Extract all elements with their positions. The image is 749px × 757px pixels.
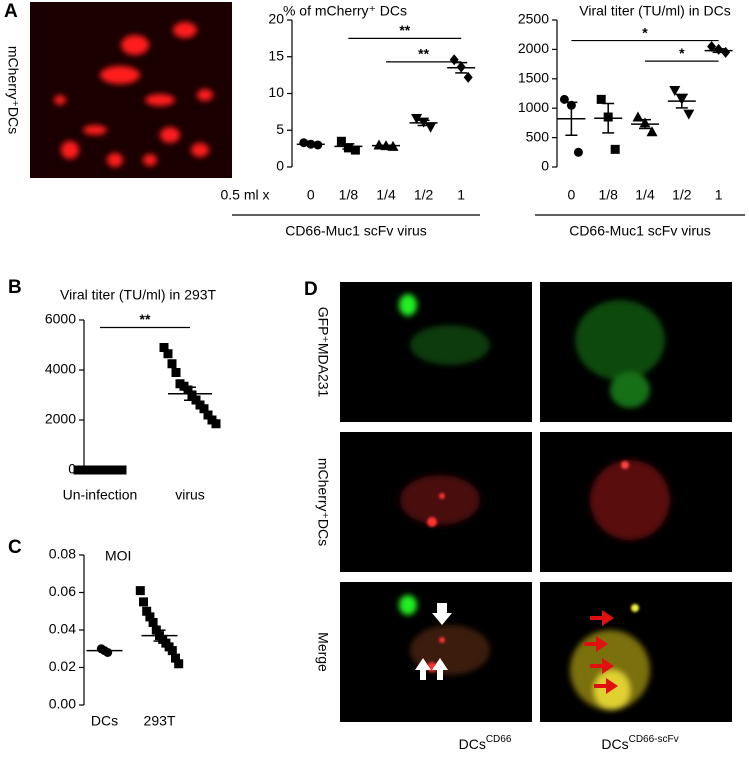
x-group-label: CD66-Muc1 scFv virus [285, 223, 427, 239]
y-tick-label: 1500 [518, 70, 549, 86]
y-tick-label: 0.04 [49, 621, 76, 637]
column-label-sup: CD66 [486, 734, 512, 745]
data-point [145, 612, 155, 622]
data-point [139, 597, 148, 607]
micrograph [30, 2, 232, 178]
x-tick-label: 1 [715, 187, 723, 203]
image-label: mCherry⁺DCs [5, 46, 21, 134]
x-tick-label: virus [175, 487, 205, 503]
column-label: DCsCD66-scFv [601, 734, 678, 752]
y-tick-label: 500 [526, 128, 550, 144]
data-point [163, 349, 173, 359]
data-point [411, 113, 423, 124]
micrograph-grid [340, 282, 732, 722]
y-tick-label: 15 [268, 47, 284, 63]
x-prefix: 0.5 ml x [220, 187, 269, 203]
column-label: DCsCD66 [459, 734, 512, 752]
chart-title: Viral titer (TU/ml) in DCs [579, 3, 730, 19]
data-point [167, 646, 177, 656]
y-tick-label: 0.06 [49, 583, 76, 599]
data-point [174, 659, 184, 669]
data-point [336, 136, 346, 146]
data-point [373, 139, 385, 150]
data-point [167, 359, 177, 369]
data-point [199, 404, 209, 414]
column-label-main: DCs [459, 736, 486, 752]
x-tick-label: 1/8 [598, 187, 618, 203]
significance-label: * [642, 24, 648, 40]
x-tick-label: 293T [144, 713, 176, 729]
significance-label: * [679, 45, 685, 61]
x-tick-label: 1/8 [339, 187, 359, 203]
x-tick-label: DCs [91, 713, 118, 729]
y-tick-label: 0.08 [49, 546, 76, 562]
y-tick-label: 6000 [45, 311, 76, 327]
y-tick-label: 0 [541, 158, 549, 174]
y-tick-label: 0 [276, 158, 284, 174]
column-label-main: DCs [601, 736, 628, 752]
chart-title: % of mCherry⁺ DCs [283, 3, 407, 19]
x-tick-label: 1/2 [414, 187, 434, 203]
data-point [187, 390, 197, 400]
y-tick-label: 4000 [45, 361, 76, 377]
x-tick-label: 0 [307, 187, 315, 203]
row-label: Merge [315, 632, 331, 672]
row-label: mCherry⁺DCs [315, 458, 331, 546]
y-tick-label: 1000 [518, 99, 549, 115]
data-point [148, 618, 158, 627]
data-point [721, 46, 731, 58]
chart-title: Viral titer (TU/ml) in 293T [60, 287, 217, 303]
panel-letter: D [304, 279, 318, 300]
data-point [350, 145, 360, 155]
data-point [425, 122, 437, 133]
x-tick-label: 0 [568, 187, 576, 203]
data-point [573, 147, 583, 157]
data-point [610, 144, 620, 154]
data-point [449, 54, 459, 66]
row-label: GFP⁺MDA231 [315, 307, 331, 398]
y-tick-label: 5 [276, 121, 284, 137]
y-tick-label: 0 [68, 461, 76, 477]
y-tick-label: 2000 [45, 411, 76, 427]
chart-title: MOI [105, 548, 131, 564]
y-tick-label: 0.00 [49, 696, 76, 712]
significance-label: ** [418, 46, 429, 62]
x-tick-label: 1/4 [635, 187, 655, 203]
x-group-label: CD66-Muc1 scFv virus [569, 223, 711, 239]
data-point [171, 368, 181, 377]
panel-letter: A [4, 1, 18, 22]
data-point [203, 410, 213, 420]
data-point [211, 419, 221, 429]
data-point [159, 343, 169, 352]
y-tick-label: 2000 [518, 40, 549, 56]
y-tick-label: 0.02 [49, 658, 76, 674]
x-tick-label: 1 [457, 187, 465, 203]
data-point [183, 385, 193, 395]
x-tick-label: 1/2 [672, 187, 692, 203]
y-tick-label: 10 [268, 84, 284, 100]
x-tick-label: Un-infection [63, 487, 138, 503]
x-tick-label: 1/4 [376, 187, 396, 203]
data-point [596, 94, 606, 104]
y-tick-label: 2500 [518, 11, 549, 27]
significance-label: ** [140, 311, 151, 327]
y-tick-label: 20 [268, 11, 284, 27]
panel-letter: B [8, 277, 22, 298]
data-point [646, 126, 658, 137]
panel-letter: C [8, 537, 22, 558]
data-point [135, 586, 145, 596]
data-point [669, 86, 681, 97]
column-label-sup: CD66-scFv [629, 734, 679, 745]
data-point [683, 109, 695, 120]
data-point [171, 653, 180, 663]
data-point [463, 71, 473, 83]
significance-label: ** [399, 22, 410, 38]
data-point [142, 606, 152, 616]
